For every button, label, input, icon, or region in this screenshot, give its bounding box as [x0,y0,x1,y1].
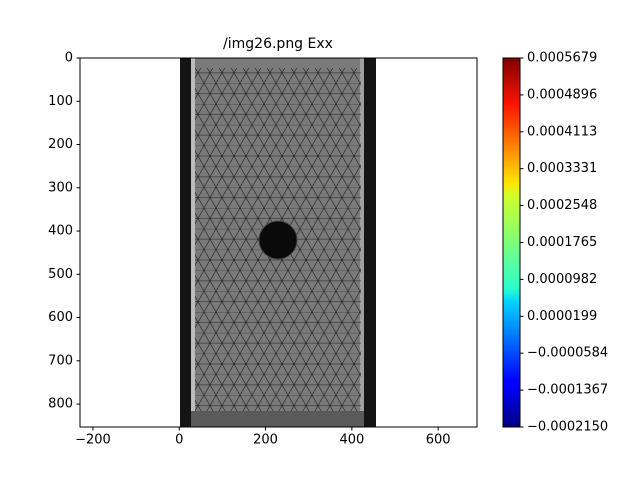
x-tick-label: 400 [339,433,364,448]
colorbar-tick-label: 0.0004113 [527,124,597,139]
axes-frame [79,57,478,428]
image [180,58,376,427]
colorbar-tick-label: 0.0004896 [527,87,597,102]
hole [258,220,298,260]
x-tick-label: −200 [75,433,111,448]
y-tick-label: 400 [48,224,73,239]
y-tick-label: 200 [48,137,73,152]
colorbar-tick-label: 0.0005679 [527,51,597,66]
colorbar-tick-label: −0.0000584 [527,346,608,361]
colorbar-tick-label: 0.0003331 [527,161,597,176]
y-tick-label: 100 [48,94,73,109]
y-tick-label: 600 [48,310,73,325]
specimen-grip [191,411,364,427]
y-tick-label: 500 [48,267,73,282]
colorbar-tick-label: 0.0000982 [527,272,597,287]
colorbar-tick-label: 0.0001765 [527,235,597,250]
y-tick-label: 700 [48,353,73,368]
colorbar-tick-label: −0.0001367 [527,383,608,398]
colorbar-tick-label: −0.0002150 [527,420,608,435]
x-tick-label: 600 [426,433,451,448]
y-tick-label: 0 [65,51,73,66]
colorbar-tick-label: 0.0000199 [527,309,597,324]
x-tick-label: 200 [253,433,278,448]
chart-title: /img26.png Exx [223,36,333,52]
x-tick-label: 0 [175,433,183,448]
ticks: −200 0 200 400 600 0 100 200 300 400 500 600 700 800 −… [48,51,608,448]
specimen-edge [360,58,364,427]
specimen-edge [191,58,195,427]
colorbar-tick-label: 0.0002548 [527,198,597,213]
y-tick-label: 800 [48,397,73,412]
colorbar [502,57,521,428]
y-tick-label: 300 [48,180,73,195]
